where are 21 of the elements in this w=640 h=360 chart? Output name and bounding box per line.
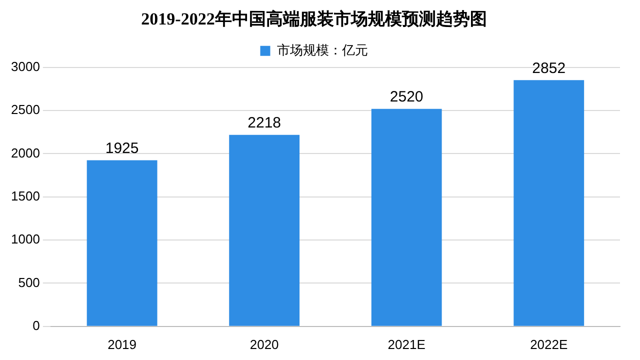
y-tick-label: 2000 [11, 145, 40, 160]
y-tick-label: 1500 [11, 188, 40, 204]
y-tick-label: 2500 [11, 102, 40, 118]
data-label: 2520 [390, 88, 424, 106]
bar [514, 80, 584, 326]
data-label: 2852 [532, 60, 566, 77]
bar [86, 160, 158, 326]
data-label: 2218 [248, 114, 282, 132]
chart-title: 2019-2022年中国高端服装市场规模预测趋势图 [141, 10, 487, 29]
y-tick-label: 1000 [11, 232, 40, 247]
x-tick-label: 2021E [388, 336, 426, 352]
y-tick-label: 500 [18, 274, 40, 290]
y-tick-label: 3000 [11, 58, 40, 74]
bar [371, 108, 442, 326]
data-label: 1925 [105, 140, 139, 157]
x-tick-label: 2020 [250, 336, 279, 352]
x-tick-label: 2022E [530, 336, 568, 352]
y-tick-label: 0 [32, 318, 40, 333]
legend-label: 市场规模：亿元 [276, 43, 368, 58]
bar [229, 134, 300, 326]
x-tick-label: 2019 [108, 336, 137, 352]
